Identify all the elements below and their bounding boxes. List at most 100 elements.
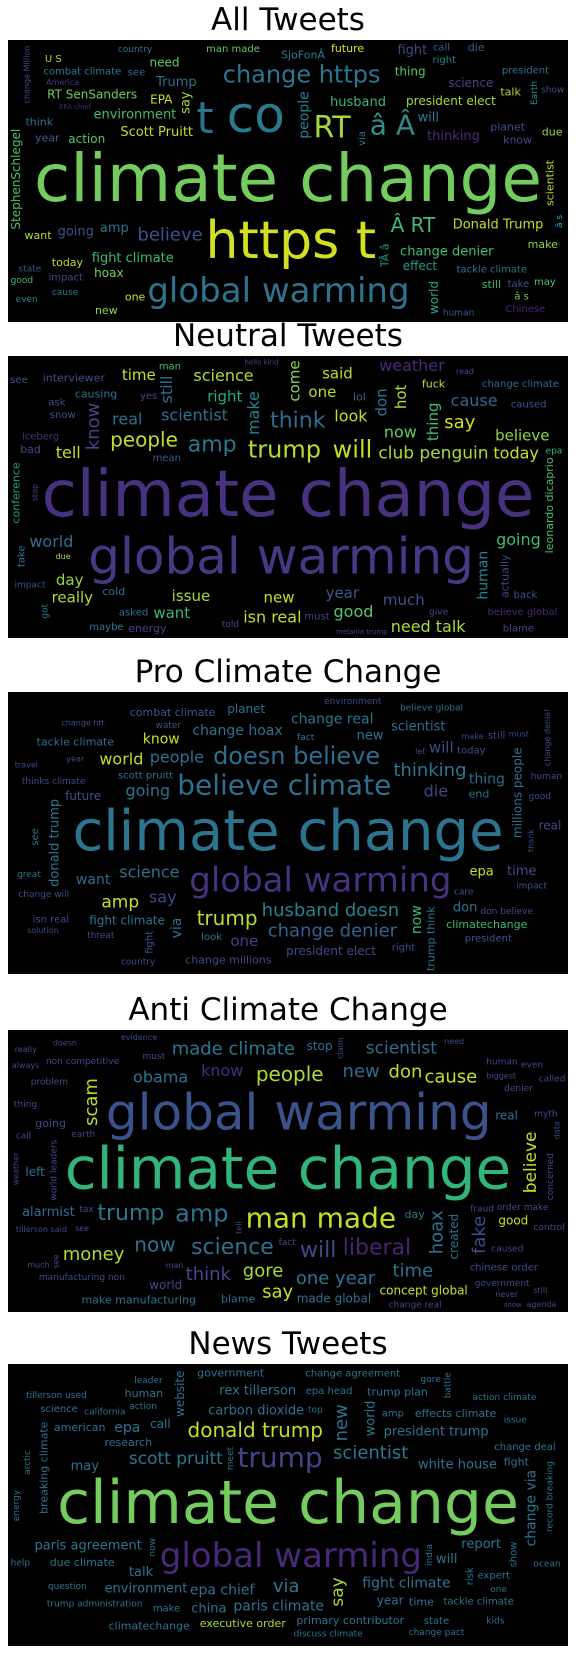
word-blame: blame	[503, 623, 534, 634]
word-say: say	[328, 1577, 348, 1606]
word-kids: kids	[486, 1616, 504, 1626]
word-one: one	[230, 932, 258, 950]
word-claim: claim	[336, 1037, 345, 1059]
word-tax: tax	[79, 1205, 94, 1215]
word-today: today	[493, 444, 538, 463]
word-action-climate: action climate	[473, 1393, 537, 1403]
word-cause: cause	[424, 1067, 477, 1088]
word-s: â s	[514, 291, 529, 303]
word-maybe: maybe	[89, 622, 123, 633]
word-world: world	[363, 1401, 378, 1437]
word-think: think	[186, 1264, 232, 1285]
word-must: must	[143, 1052, 166, 1062]
word-still: still	[157, 376, 176, 404]
word-change-htt: change htt	[61, 718, 104, 727]
word-t: t	[196, 93, 213, 144]
word-help: help	[11, 1559, 31, 1569]
word-country: country	[121, 958, 156, 968]
word-myth: myth	[534, 1109, 557, 1119]
word-earth: earth	[71, 1130, 95, 1140]
word-planet: planet	[227, 702, 265, 716]
word-thing: thing	[395, 65, 426, 79]
word-melania-trump: melania trump	[336, 628, 388, 636]
word-climate-change: climate change	[65, 1134, 511, 1202]
word-real: real	[112, 410, 142, 429]
word-president-elect: president elect	[286, 944, 376, 958]
word-human: human	[531, 772, 562, 782]
word-day: day	[405, 1208, 426, 1221]
word-say: say	[444, 412, 475, 433]
word-read: read	[456, 367, 474, 376]
word-make: make	[462, 732, 484, 741]
panel-title-news-tweets: News Tweets	[188, 1326, 388, 1362]
word-need: need	[444, 1037, 464, 1046]
word-climate-change: climate change	[42, 458, 535, 532]
word-going: going	[58, 225, 94, 240]
word-one-year: one year	[296, 1268, 376, 1289]
word-said: said	[322, 364, 353, 382]
word-tillerson-used: tillerson used	[26, 1391, 87, 1401]
word-global-warming: global warming	[160, 1536, 422, 1576]
word-earth: Earth	[530, 81, 540, 105]
word-good: good	[334, 602, 374, 621]
word-now: now	[384, 422, 417, 441]
word-want: want	[153, 604, 190, 622]
word-scott-pruitt: scott pruitt	[129, 1449, 223, 1469]
word-now: now	[409, 905, 425, 934]
word-government: government	[475, 1279, 530, 1289]
word-president: president	[502, 66, 549, 77]
word-action: action	[129, 1402, 157, 1412]
word-change-real: change real	[389, 1301, 442, 1311]
word-right: right	[433, 55, 457, 66]
word-make-manufacturing: make manufacturing	[81, 1294, 196, 1307]
word-trump: trump	[197, 906, 258, 930]
word-die: die	[468, 41, 485, 54]
word-people: people	[110, 427, 178, 451]
word-even: even	[16, 295, 38, 305]
word-issue: issue	[172, 587, 211, 605]
word-action: action	[68, 132, 105, 146]
word-year: year	[35, 132, 60, 145]
word-environment: environment	[324, 697, 382, 707]
word-biggest: biggest	[486, 1072, 516, 1081]
word-epa: epa	[470, 864, 494, 879]
word-primary-contributor: primary contributor	[296, 1614, 404, 1627]
word-climatechange: climatechange	[109, 1619, 190, 1632]
word-call: call	[16, 1132, 31, 1142]
word-really: really	[15, 1045, 37, 1054]
word-travel: travel	[15, 761, 38, 770]
word-president: president	[465, 933, 512, 944]
word-gore: gore	[421, 1375, 442, 1385]
word-right: right	[207, 387, 242, 405]
word-science: science	[191, 1235, 274, 1260]
word-leader: leader	[134, 1376, 163, 1386]
word-manufacturing-non: manufacturing non	[39, 1273, 125, 1283]
word-change-climate: change climate	[482, 379, 559, 390]
word-combat-climate: combat climate	[43, 66, 121, 77]
word-will: will	[300, 1238, 336, 1263]
word-glyph: â Â	[370, 108, 415, 142]
word-effects-climate: effects climate	[415, 1407, 497, 1420]
word-new: new	[331, 1404, 352, 1441]
word-https-t: https t	[205, 211, 376, 271]
word-real: real	[495, 1108, 518, 1122]
word-epa-chief: epa chief	[190, 1582, 256, 1598]
word-stop: stop	[307, 1039, 333, 1053]
word-science: science	[119, 862, 179, 881]
word-cold: cold	[102, 585, 125, 598]
word-issue: issue	[504, 1416, 528, 1426]
word-year: year	[377, 1594, 404, 1608]
word-asked: asked	[119, 608, 148, 619]
word-believe-global: believe global	[487, 607, 557, 618]
word-isn-real: isn real	[33, 914, 69, 925]
word-hoax: hoax	[427, 1210, 448, 1254]
word-threat: threat	[87, 931, 115, 941]
word-need: need	[150, 56, 180, 70]
word-man: man	[159, 361, 181, 372]
word-question: question	[48, 1582, 87, 1592]
word-make: make	[528, 238, 558, 251]
word-doesn: doesn	[53, 1038, 77, 1047]
word-executive-order: executive order	[200, 1617, 286, 1630]
